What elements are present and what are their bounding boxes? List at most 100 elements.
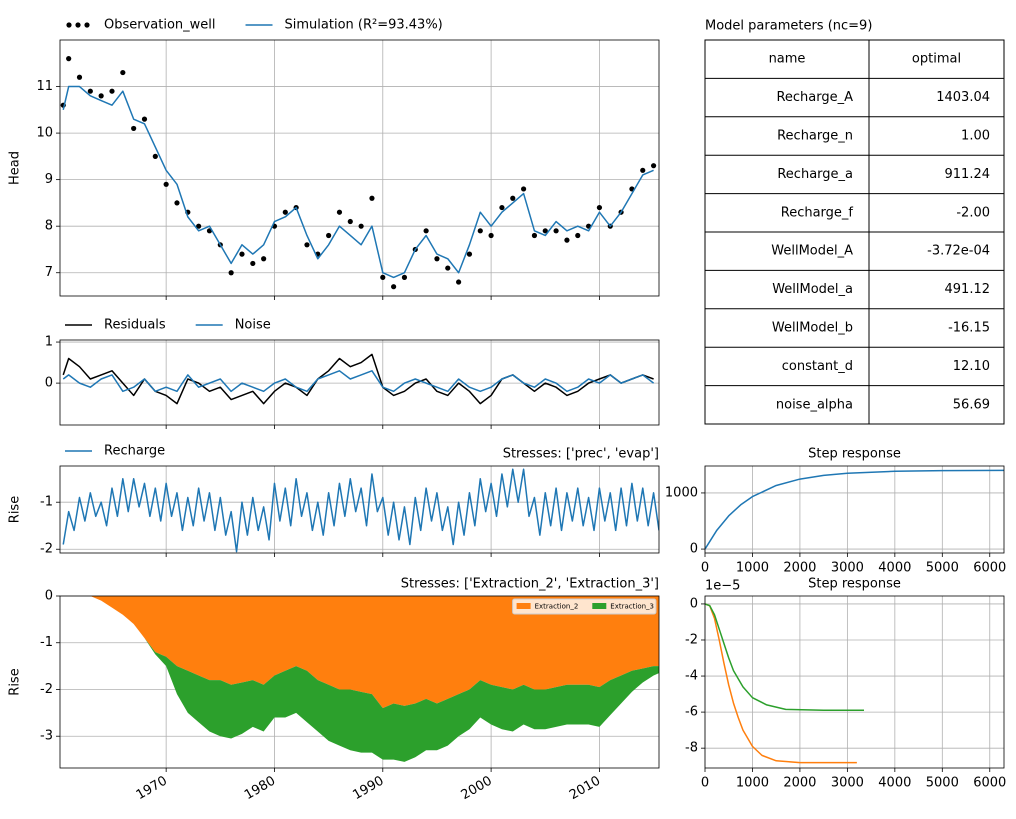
x-tick-label: 6000 xyxy=(973,776,1006,791)
panel: 1970 1980 1990 2000 2010 0 -1 -2 -3 Rise Stresses:… xyxy=(8,577,660,804)
y-tick-label: 0 xyxy=(690,542,698,557)
point xyxy=(510,195,516,201)
x-tick-label: 4000 xyxy=(878,776,911,791)
y-tick-label: -6 xyxy=(685,705,698,720)
frame xyxy=(59,39,660,297)
point xyxy=(531,232,538,239)
panel-title: Stresses: ['prec', 'evap'] xyxy=(503,447,659,462)
x-tick-label: 2000 xyxy=(783,561,816,576)
point xyxy=(66,56,72,62)
point xyxy=(391,284,397,290)
panel: 0 1000 2000 3000 4000 5000 6000 0 1000 Step respo… xyxy=(665,447,1006,576)
legend-marker xyxy=(84,22,90,28)
legend-marker xyxy=(66,22,72,28)
point xyxy=(98,93,104,99)
point xyxy=(553,228,559,234)
point xyxy=(109,88,115,94)
table-header: name xyxy=(769,52,806,67)
y-tick-label: 0 xyxy=(45,589,53,604)
y-tick-label: -4 xyxy=(685,669,698,684)
frame xyxy=(704,465,1005,554)
point xyxy=(401,274,408,280)
x-tick-label: 5000 xyxy=(926,776,959,791)
panel-title: Step response xyxy=(808,447,901,462)
x-tick-label: 1970 xyxy=(134,774,170,804)
line xyxy=(705,469,1004,550)
legend-marker xyxy=(516,603,531,609)
table-cell: Recharge_n xyxy=(777,129,853,144)
table-cell: noise_alpha xyxy=(776,397,853,412)
x-tick-label: 4000 xyxy=(878,561,911,576)
table-cell: 491.12 xyxy=(945,282,991,297)
point xyxy=(575,232,581,239)
table-cell: 12.10 xyxy=(953,359,990,374)
panel: 7 8 9 10 11 Head Observation_well Simulation (R… xyxy=(8,18,660,300)
line xyxy=(62,85,654,279)
x-tick-label: 6000 xyxy=(973,561,1006,576)
y-tick-label: -2 xyxy=(40,542,53,557)
legend-label: Simulation (R²=93.43%) xyxy=(285,18,443,33)
frame xyxy=(59,595,660,769)
line xyxy=(705,603,864,712)
legend-label: Noise xyxy=(235,318,271,333)
parameter-table: Model parameters (nc=9) name optimal Rechar… xyxy=(704,19,1005,425)
x-tick-label: 1000 xyxy=(736,561,769,576)
plot-area xyxy=(90,596,659,762)
plot-area xyxy=(62,353,655,405)
x-tick-label: 2000 xyxy=(783,776,816,791)
point xyxy=(141,116,148,122)
y-tick-label: 8 xyxy=(45,219,53,234)
point xyxy=(499,204,505,211)
point xyxy=(380,274,386,280)
y-tick-label: -8 xyxy=(685,741,698,756)
point xyxy=(521,186,527,192)
table-cell: -3.72e-04 xyxy=(927,244,990,259)
y-tick-label: 10 xyxy=(36,126,53,141)
axis-offset: 1e−5 xyxy=(705,579,740,594)
y-axis-label: Rise xyxy=(8,496,23,523)
y-tick-label: 11 xyxy=(36,79,53,94)
legend-label: Extraction_3 xyxy=(610,603,654,611)
y-tick-label: -2 xyxy=(40,682,53,697)
panel-title: Step response xyxy=(808,577,901,592)
point xyxy=(542,228,548,234)
y-tick-label: 0 xyxy=(45,376,53,391)
point xyxy=(261,256,267,262)
point xyxy=(239,251,245,257)
y-tick-label: 7 xyxy=(45,265,53,280)
table-cell: 1403.04 xyxy=(936,90,990,105)
panel: 0 1000 2000 3000 4000 5000 6000 0 -2 -4 -6 -8 Step r… xyxy=(685,577,1006,791)
legend: Observation_well Simulation (R²=93.43%) xyxy=(66,18,443,33)
table-cell: 1.00 xyxy=(961,129,990,144)
point xyxy=(304,242,310,248)
point xyxy=(650,163,657,169)
table-header: optimal xyxy=(912,52,961,67)
point xyxy=(120,69,126,76)
line xyxy=(62,353,654,405)
point xyxy=(434,256,440,262)
frame xyxy=(59,339,660,426)
point xyxy=(174,200,180,206)
x-tick-label: 3000 xyxy=(831,776,864,791)
legend-label: Recharge xyxy=(104,444,165,459)
point xyxy=(326,232,332,239)
y-axis-label: Head xyxy=(8,151,23,185)
legend: Extraction_2 Extraction_3 xyxy=(512,598,657,615)
point xyxy=(163,181,169,187)
y-tick-label: 1 xyxy=(45,335,53,350)
table-cell: constant_d xyxy=(782,359,853,374)
point xyxy=(640,167,646,173)
point xyxy=(369,195,375,201)
point xyxy=(445,265,451,271)
y-tick-label: -1 xyxy=(40,635,53,650)
frame xyxy=(59,465,660,554)
point xyxy=(250,260,256,267)
area xyxy=(90,596,659,709)
legend-label: Observation_well xyxy=(104,18,216,33)
line xyxy=(705,603,857,764)
point xyxy=(76,74,83,80)
table-cell: -2.00 xyxy=(956,205,990,220)
y-tick-label: -1 xyxy=(40,495,53,510)
